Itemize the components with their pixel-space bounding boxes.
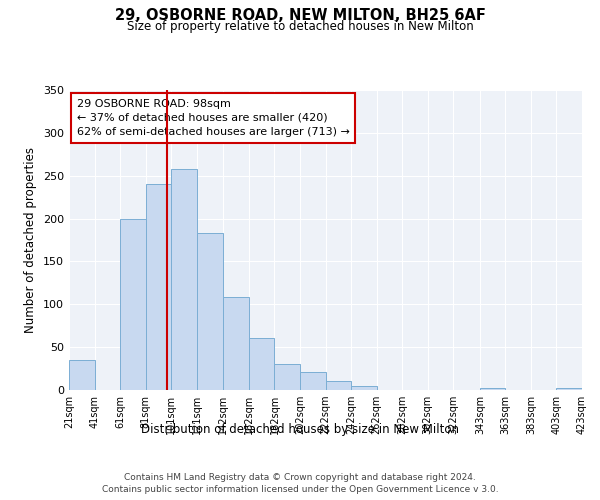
Y-axis label: Number of detached properties: Number of detached properties (25, 147, 37, 333)
Bar (171, 169, 197, 390)
Text: 29, OSBORNE ROAD, NEW MILTON, BH25 6AF: 29, OSBORNE ROAD, NEW MILTON, BH25 6AF (115, 8, 485, 22)
Text: Size of property relative to detached houses in New Milton: Size of property relative to detached ho… (127, 20, 473, 33)
Bar (120, 220, 146, 390)
Text: Contains HM Land Registry data © Crown copyright and database right 2024.: Contains HM Land Registry data © Crown c… (124, 472, 476, 482)
Bar (300, 372, 325, 390)
Bar (69, 360, 95, 390)
Text: Distribution of detached houses by size in New Milton: Distribution of detached houses by size … (141, 422, 459, 436)
Text: Contains public sector information licensed under the Open Government Licence v : Contains public sector information licen… (101, 485, 499, 494)
Bar (197, 233, 223, 390)
Bar (274, 364, 300, 390)
Bar (223, 298, 249, 390)
Bar (146, 184, 171, 390)
Bar (325, 382, 351, 390)
Text: 29 OSBORNE ROAD: 98sqm
← 37% of detached houses are smaller (420)
62% of semi-de: 29 OSBORNE ROAD: 98sqm ← 37% of detached… (77, 99, 350, 137)
Bar (556, 388, 582, 390)
Bar (480, 388, 505, 390)
Bar (351, 386, 377, 390)
Bar (249, 338, 274, 390)
